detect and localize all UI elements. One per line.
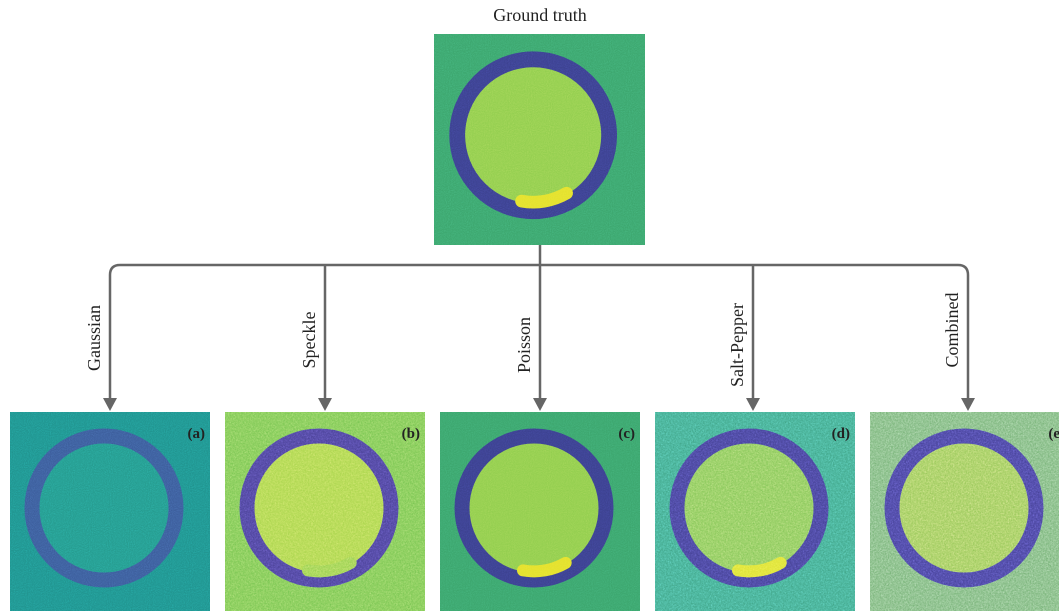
ground-truth-title: Ground truth bbox=[493, 5, 587, 25]
noisy-image bbox=[870, 412, 1059, 611]
panel-tag: (a) bbox=[188, 426, 206, 442]
arrowhead bbox=[746, 398, 760, 411]
arrowhead bbox=[103, 398, 117, 411]
branch-label: Combined bbox=[942, 293, 962, 368]
noisy-image bbox=[434, 34, 645, 245]
panel-tag: (c) bbox=[618, 426, 635, 442]
arrowhead bbox=[318, 398, 332, 411]
branch-label: Gaussian bbox=[84, 305, 104, 371]
noise bbox=[434, 34, 645, 245]
panel-tag: (b) bbox=[402, 426, 420, 442]
noise bbox=[655, 412, 855, 611]
noise bbox=[870, 412, 1059, 611]
connectors bbox=[110, 244, 968, 402]
noisy-image bbox=[655, 412, 855, 611]
panel-tag: (d) bbox=[832, 426, 850, 442]
noisy-image bbox=[10, 412, 210, 611]
noise bbox=[440, 412, 640, 611]
noise bbox=[225, 412, 425, 611]
noise bbox=[10, 412, 210, 611]
arrowhead bbox=[961, 398, 975, 411]
noisy-image bbox=[440, 412, 640, 611]
branch-label: Poisson bbox=[514, 317, 534, 373]
figure: Ground truth Gaussian (a) Speckle (b) Poisso… bbox=[0, 0, 1059, 611]
noisy-image bbox=[225, 412, 425, 611]
connector bbox=[325, 265, 753, 402]
branch-label: Salt-Pepper bbox=[727, 303, 747, 387]
arrowhead bbox=[533, 398, 547, 411]
branch-label: Speckle bbox=[299, 312, 319, 369]
panel-tag: (e) bbox=[1048, 426, 1059, 442]
